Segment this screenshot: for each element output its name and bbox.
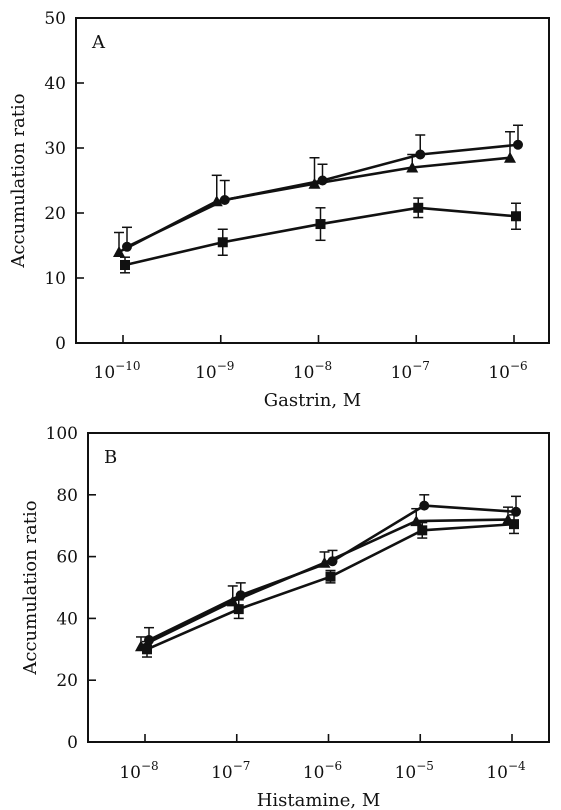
x-tick-label: 10−6: [303, 759, 342, 783]
data-point-square: [233, 604, 244, 615]
y-tick-label: 40: [56, 609, 78, 629]
data-point-square: [315, 219, 326, 230]
x-tick-label: 10−5: [395, 759, 434, 783]
x-tick-label: 10−8: [119, 759, 158, 783]
data-point-triangle: [113, 246, 125, 257]
y-tick-label: 0: [67, 733, 78, 753]
data-point-triangle: [318, 556, 331, 568]
panel-label: B: [104, 447, 117, 468]
y-tick-label: 20: [56, 671, 78, 691]
data-point-triangle: [406, 161, 419, 173]
data-point-square: [120, 260, 130, 270]
chart-panel-b: 0 20 40 60 80 100 10−8 10−7 10−6 10−5 10−4 Histamin…: [20, 424, 550, 810]
x-axis-title: Gastrin, M: [264, 390, 361, 411]
x-tick-label: 10−8: [293, 359, 332, 383]
series-line-square: [146, 522, 515, 651]
data-point-triangle: [210, 195, 223, 207]
data-point-circle: [513, 139, 523, 150]
data-point-square: [511, 211, 521, 222]
x-tick-label: 10−6: [488, 359, 527, 383]
x-tick-label: 10−4: [486, 759, 526, 783]
y-tick-label: 40: [44, 74, 66, 94]
y-tick-label: 50: [44, 9, 66, 29]
y-tick-label: 10: [44, 269, 66, 289]
y-axis-title: Accumulation ratio: [20, 500, 41, 675]
x-tick-label: 10−7: [391, 359, 430, 383]
data-point-circle: [419, 500, 430, 511]
y-tick-label: 20: [44, 204, 66, 224]
y-tick-label: 30: [44, 139, 66, 159]
data-point-square: [413, 202, 424, 213]
panel-label: A: [91, 32, 106, 53]
y-tick-label: 60: [56, 548, 78, 568]
data-point-triangle: [226, 595, 239, 607]
x-tick-label: 10−10: [94, 359, 141, 383]
data-point-square: [509, 519, 519, 530]
data-point-square: [217, 237, 228, 248]
y-tick-label: 80: [56, 486, 78, 506]
data-point-square: [142, 644, 152, 655]
x-tick-label: 10−7: [211, 759, 250, 783]
y-tick-label: 100: [46, 424, 78, 444]
series-line-circle: [126, 143, 519, 248]
x-axis-title: Histamine, M: [257, 790, 381, 810]
chart-panel-a: 0 10 20 30 40 50 10−10 10−9 10−8 10−7 10−6 Gastrin,…: [8, 9, 550, 411]
y-axis-title: Accumulation ratio: [8, 93, 29, 268]
data-point-square: [417, 525, 428, 536]
x-tick-label: 10−9: [195, 359, 234, 383]
plot-frame: [75, 17, 550, 344]
data-point-square: [325, 571, 336, 582]
y-tick-label: 0: [55, 334, 66, 354]
data-point-triangle: [308, 177, 321, 189]
data-point-triangle: [504, 151, 516, 163]
plot-frame: [87, 432, 550, 743]
data-point-circle: [415, 149, 426, 160]
